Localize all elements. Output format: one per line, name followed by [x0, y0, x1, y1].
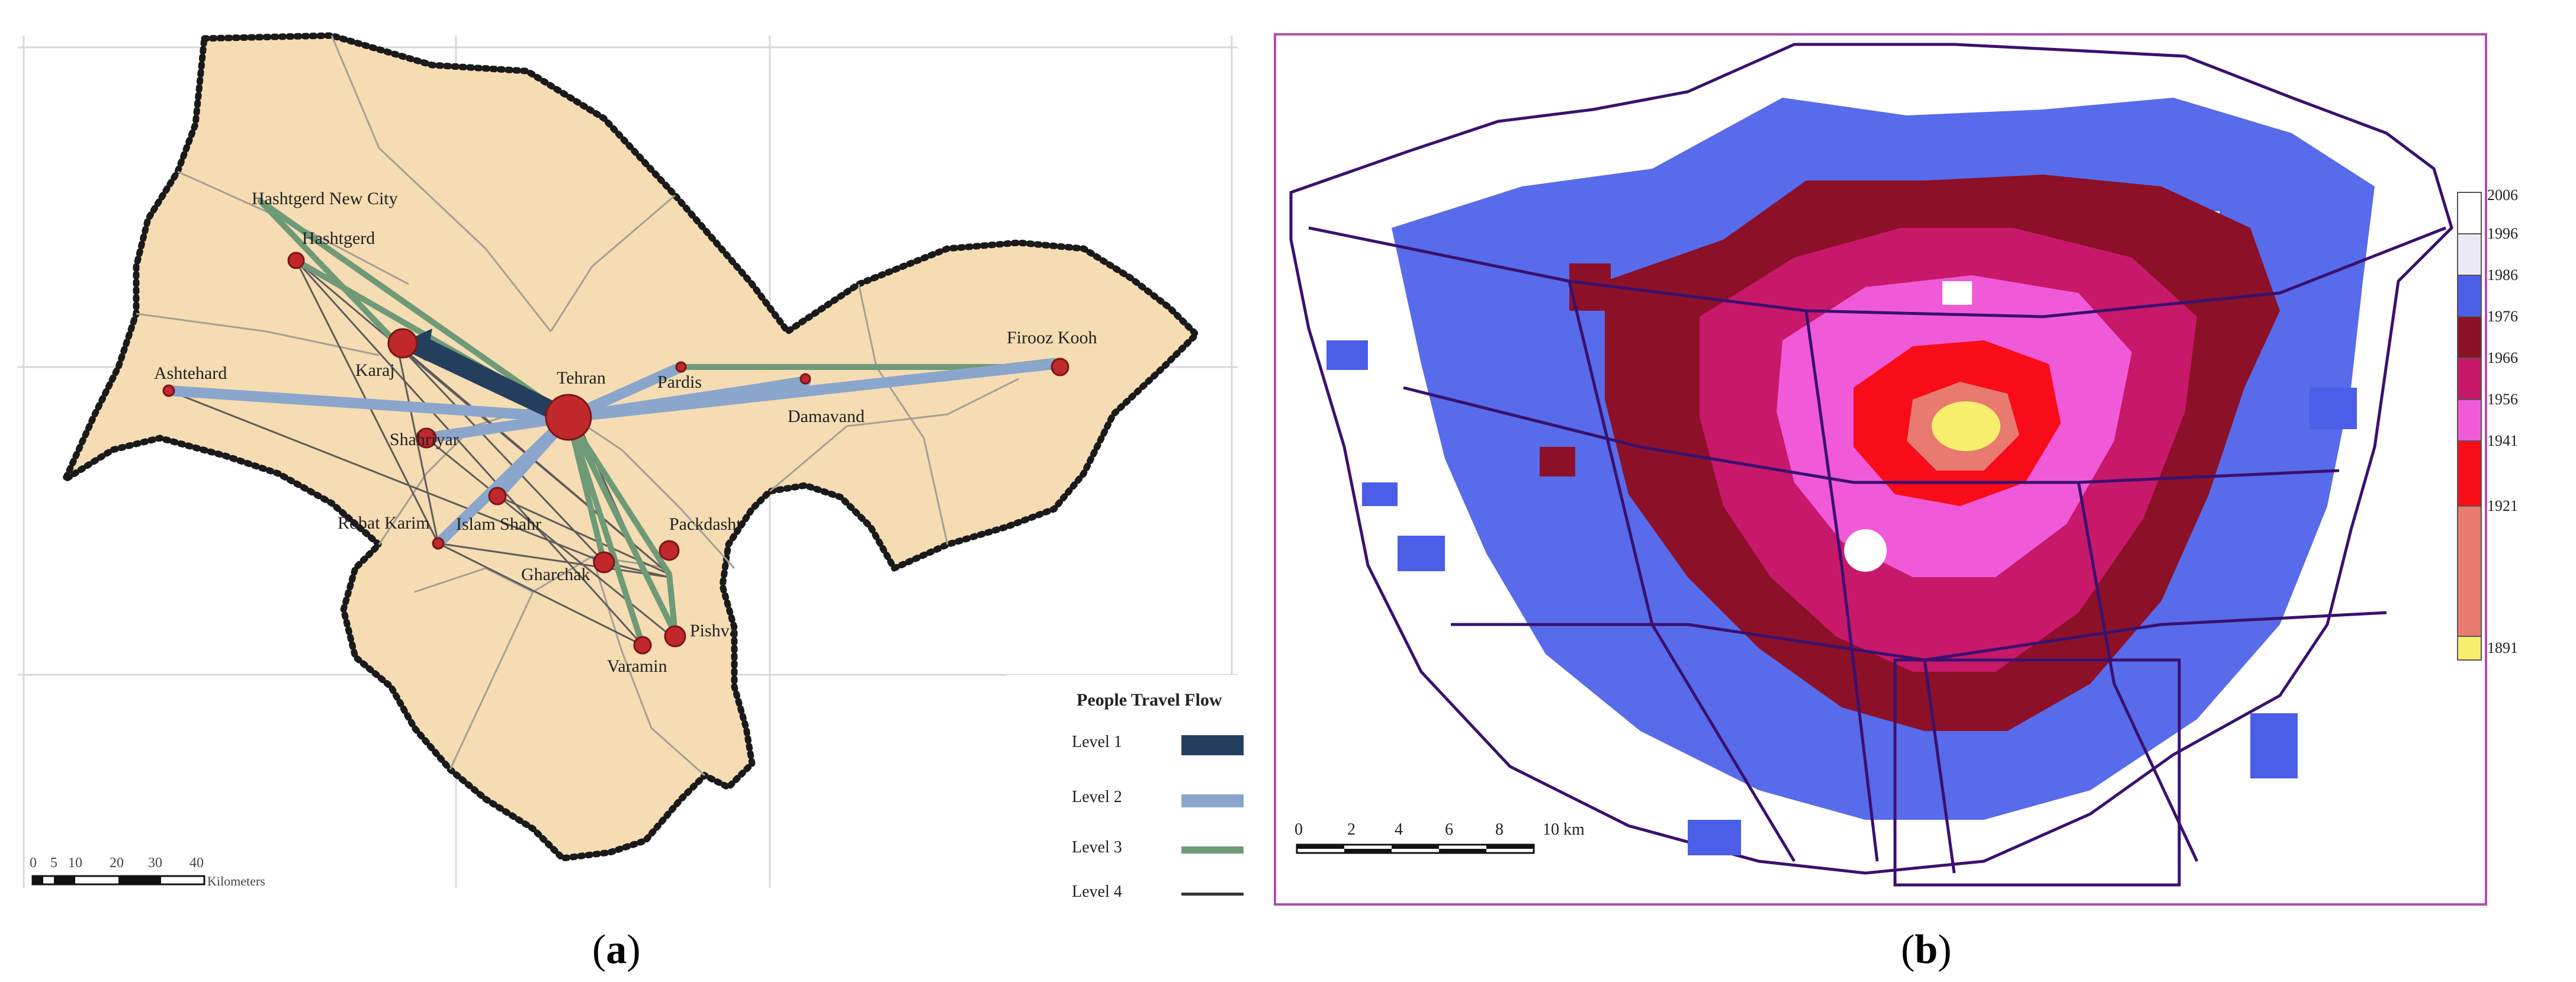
- city-label: Shahriyar: [390, 430, 459, 449]
- city-label: Pishva: [690, 621, 737, 640]
- city-label: Firooz Kooh: [1007, 328, 1097, 347]
- city-label: Ashtehard: [154, 363, 227, 383]
- legend-swatch-1941: [2457, 440, 2482, 507]
- city-label: Pardis: [657, 372, 702, 392]
- caption-b-letter: b: [1915, 927, 1938, 973]
- scale-unit: Kilometers: [207, 874, 265, 888]
- city-label: Robat Karim: [338, 513, 430, 533]
- legend-swatch-1966: [2457, 358, 2482, 400]
- scale-tick: 6: [1445, 820, 1453, 839]
- panel-a-travel-flow-map: Hashtgerd New City Hashtgerd Karaj Tehra…: [0, 0, 1247, 912]
- legend-swatch-1986: [2457, 275, 2482, 317]
- legend-year-label: 1976: [2487, 308, 2518, 325]
- scale-bar-a: 0 5 10 20 30 40 Kilometers: [30, 855, 265, 888]
- scale-tick: 0: [30, 855, 37, 871]
- legend-swatch-1996: [2457, 233, 2482, 276]
- growth-patch-1976: [1569, 263, 1611, 311]
- legend-year-label: 1921: [2487, 497, 2518, 514]
- panel-b-urban-growth-map: 0 2 4 6 8 10 km 2006 1996 1986 1976 1966…: [1273, 33, 2576, 909]
- city-label: Tehran: [557, 368, 606, 388]
- city-node-firooz-kooh: [1051, 358, 1069, 376]
- city-label: Gharchak: [521, 565, 590, 584]
- city-label: Hashtgerd New City: [252, 189, 398, 208]
- city-node-damavand: [799, 373, 811, 385]
- scale-tick: 8: [1495, 820, 1504, 839]
- city-node-hashtgerd: [287, 252, 305, 269]
- city-node-packdasht: [659, 540, 680, 561]
- legend-level-1-swatch: [1181, 735, 1247, 755]
- legend-level-4-label: Level 4: [1072, 883, 1122, 901]
- city-node-robat-karim: [432, 537, 445, 550]
- legend-year-label: 1986: [2487, 266, 2518, 284]
- legend-year-label: 1996: [2487, 225, 2518, 242]
- caption-a-letter: a: [606, 927, 627, 973]
- scale-tick: 5: [50, 855, 57, 871]
- city-node-shahriyar: [416, 427, 437, 449]
- legend-swatch-1921: [2457, 506, 2482, 637]
- city-labels: Hashtgerd New City Hashtgerd Karaj Tehra…: [154, 189, 1097, 676]
- growth-zone-1891: [1932, 401, 2000, 451]
- legend-background: [1007, 675, 1238, 912]
- city-label: Damavand: [788, 407, 865, 426]
- city-node-karaj: [387, 328, 418, 359]
- city-node-varamin: [633, 636, 652, 655]
- road-network: [1308, 226, 2446, 887]
- travel-flow-map-svg: Hashtgerd New City Hashtgerd Karaj Tehra…: [18, 32, 1247, 912]
- legend-title: People Travel Flow: [1077, 690, 1222, 710]
- urban-growth-map-svg: 0 2 4 6 8 10 km 2006 1996 1986 1976 1966…: [1274, 33, 2518, 906]
- legend-year-label: 1941: [2487, 432, 2518, 449]
- city-node-islam-shahr: [488, 487, 507, 506]
- legend-level-3-label: Level 3: [1072, 838, 1122, 857]
- scale-bar-b: 0 2 4 6 8 10 km: [1295, 820, 1585, 854]
- open-areas: [1844, 281, 1972, 572]
- scale-tick: 4: [1395, 820, 1403, 839]
- city-node-pardis: [675, 361, 687, 373]
- province-boundary: [57, 32, 1201, 862]
- city-node-pishva: [664, 625, 686, 648]
- travel-flow-legend: People Travel Flow Level 1 Level 2 Level…: [1007, 675, 1247, 912]
- year-legend: 2006 1996 1986 1976 1966 1956 1941 1921 …: [2457, 186, 2518, 661]
- caption-b: (b): [1901, 927, 1952, 973]
- scale-tick: 10: [68, 855, 82, 871]
- legend-swatch-1891: [2457, 636, 2482, 661]
- legend-year-label: 2006: [2487, 186, 2518, 204]
- city-label: Karaj: [355, 360, 395, 380]
- legend-level-2-label: Level 2: [1072, 788, 1122, 806]
- legend-year-label: 1891: [2487, 639, 2518, 656]
- scale-tick: 40: [189, 855, 204, 871]
- city-label: Islam Shahr: [456, 514, 541, 534]
- city-label: Packdasht: [669, 514, 741, 534]
- city-label: Hashtgerd: [302, 228, 375, 248]
- legend-swatch-2006: [2457, 192, 2482, 234]
- scale-tick: 30: [148, 855, 162, 871]
- city-node-tehran: [545, 394, 592, 441]
- growth-patch-1976: [1540, 447, 1575, 476]
- scale-tick: 0: [1295, 820, 1303, 839]
- growth-patches-1986: [1326, 340, 2357, 855]
- city-node-gharchak: [593, 551, 615, 574]
- legend-year-label: 1966: [2487, 349, 2518, 366]
- city-node-ashtehard: [162, 384, 175, 397]
- legend-year-label: 1956: [2487, 391, 2518, 408]
- legend-level-3-swatch: [1181, 846, 1247, 854]
- city-label: Varamin: [607, 656, 667, 676]
- legend-level-4-swatch: [1181, 893, 1247, 896]
- legend-swatch-1956: [2457, 399, 2482, 442]
- level-2-flows: [163, 359, 1059, 549]
- legend-level-1-label: Level 1: [1072, 733, 1122, 751]
- city-nodes: [162, 252, 1069, 655]
- city-boundary: [1289, 43, 2453, 875]
- scale-tick: 10 km: [1543, 820, 1585, 839]
- scale-tick: 2: [1347, 820, 1356, 839]
- legend-level-2-swatch: [1181, 794, 1247, 807]
- legend-swatch-1976: [2457, 316, 2482, 359]
- scale-tick: 20: [110, 855, 124, 871]
- caption-a: (a): [592, 927, 641, 973]
